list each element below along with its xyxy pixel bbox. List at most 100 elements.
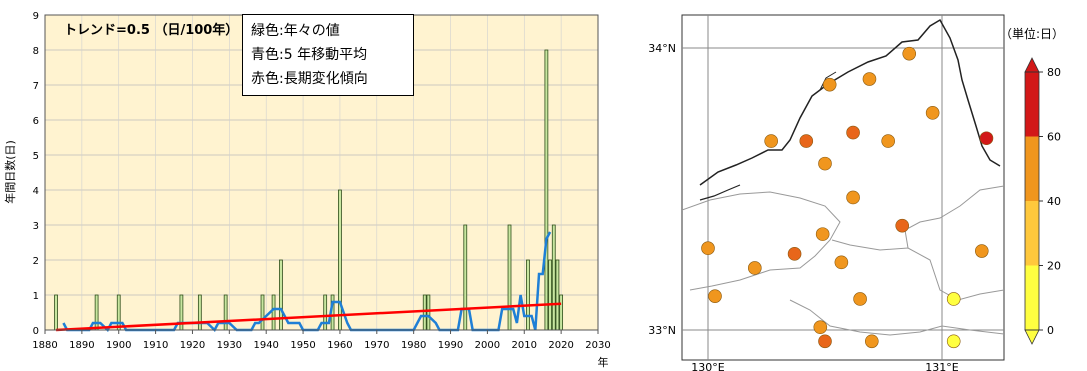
- bar: [544, 49, 549, 331]
- colorbar-bottom-arrow: [1024, 329, 1040, 345]
- lat-34-label: 34°N: [648, 42, 676, 55]
- colorbar-tick-label: 60: [1047, 131, 1061, 144]
- station-point: [701, 241, 715, 256]
- x-tick-label: 1930: [217, 340, 242, 351]
- x-tick-label: 2030: [585, 340, 610, 351]
- y-tick-label: 7: [33, 81, 39, 92]
- station-point: [834, 255, 849, 270]
- bar: [559, 294, 564, 331]
- x-tick-label: 1920: [180, 340, 205, 351]
- bar: [223, 294, 228, 331]
- x-tick-label: 1900: [106, 340, 131, 351]
- bar: [94, 294, 99, 331]
- x-tick-label: 2020: [548, 340, 573, 351]
- y-tick-label: 8: [33, 46, 39, 57]
- x-tick-label: 1960: [327, 340, 352, 351]
- station-point: [818, 156, 832, 171]
- colorbar-segment: [1025, 265, 1039, 330]
- station-point: [979, 131, 994, 146]
- bar: [54, 294, 58, 331]
- x-tick-label: 2000: [475, 340, 500, 351]
- station-point: [846, 190, 860, 205]
- bar: [551, 224, 556, 331]
- y-tick-label: 4: [33, 186, 39, 197]
- station-point: [925, 106, 940, 120]
- station-point: [799, 134, 814, 148]
- bar: [555, 259, 560, 331]
- colorbar-segment: [1025, 72, 1039, 137]
- bar: [271, 294, 276, 331]
- pref-border-1: [682, 191, 841, 291]
- x-tick-label: 1880: [32, 340, 57, 351]
- y-tick-label: 5: [33, 151, 39, 162]
- bar: [422, 294, 427, 331]
- bar: [338, 189, 342, 331]
- colorbar-top-arrow: [1024, 57, 1040, 73]
- coastline-west: [699, 184, 741, 201]
- station-point: [708, 289, 722, 303]
- lon-131-label: 131°E: [925, 361, 958, 371]
- colorbar-unit: （単位:日）: [1000, 26, 1064, 41]
- pref-border-4: [789, 299, 1004, 336]
- station-point: [787, 247, 802, 261]
- x-tick-label: 1940: [253, 340, 278, 351]
- x-tick-label: 1890: [69, 340, 94, 351]
- station-point: [865, 334, 879, 349]
- colorbar-segment: [1025, 201, 1039, 266]
- lat-33-label: 33°N: [648, 324, 676, 337]
- y-tick-label: 6: [33, 116, 39, 127]
- x-axis-label: 年: [598, 355, 609, 369]
- station-point: [764, 134, 778, 148]
- trend-line: [55, 302, 562, 332]
- station-point: [822, 77, 837, 92]
- bar: [260, 294, 265, 331]
- legend: 緑色:年々の値 青色:5 年移動平均 赤色:長期変化傾向: [242, 14, 414, 96]
- station-point: [946, 292, 961, 306]
- colorbar-segment: [1025, 136, 1039, 201]
- station-point: [815, 227, 830, 241]
- station-point: [846, 125, 860, 140]
- colorbar-tick-label: 0: [1047, 324, 1054, 337]
- station-point: [895, 218, 910, 233]
- legend-green: 緑色:年々の値: [251, 23, 340, 39]
- bar: [426, 294, 431, 331]
- y-axis-label: 年間日数(日): [3, 140, 17, 204]
- bar: [463, 224, 468, 331]
- station-point: [902, 46, 917, 61]
- x-tick-label: 1990: [438, 340, 463, 351]
- legend-red: 赤色:長期変化傾向: [251, 71, 368, 87]
- station-map: 34°N 33°N 130°E 131°E （単位:日） 0 20 40 60 80: [648, 14, 1064, 371]
- coast-detail: [819, 71, 837, 91]
- y-tick-label: 1: [33, 291, 39, 302]
- colorbar-tick-label: 40: [1047, 195, 1061, 208]
- legend-blue: 青色:5 年移動平均: [251, 47, 368, 63]
- station-point: [748, 261, 762, 275]
- lon-130-label: 130°E: [691, 361, 724, 371]
- bar: [526, 259, 530, 331]
- bar: [197, 294, 202, 331]
- station-point: [862, 72, 877, 86]
- station-point: [813, 320, 828, 334]
- station-point: [974, 244, 989, 258]
- bar: [507, 224, 512, 331]
- x-tick-label: 1910: [143, 340, 168, 351]
- y-tick-label: 0: [33, 326, 39, 337]
- x-tick-label: 1950: [290, 340, 315, 351]
- x-tick-label: 1980: [401, 340, 426, 351]
- y-tick-label: 9: [33, 11, 39, 22]
- y-tick-label: 2: [33, 256, 39, 267]
- trend-title: トレンド=0.5 （日/100年）: [64, 22, 238, 38]
- bar: [323, 294, 328, 331]
- colorbar-tick-label: 20: [1047, 260, 1061, 273]
- x-tick-label: 1970: [364, 340, 389, 351]
- station-point: [946, 334, 961, 349]
- bar: [116, 294, 121, 331]
- station-point: [881, 134, 895, 148]
- y-tick-label: 3: [33, 221, 39, 232]
- station-point: [853, 292, 867, 306]
- x-tick-label: 2010: [512, 340, 537, 351]
- map-frame: [681, 14, 1005, 361]
- coastline: [699, 18, 1001, 186]
- bar: [548, 259, 552, 331]
- colorbar-tick-label: 80: [1047, 66, 1061, 79]
